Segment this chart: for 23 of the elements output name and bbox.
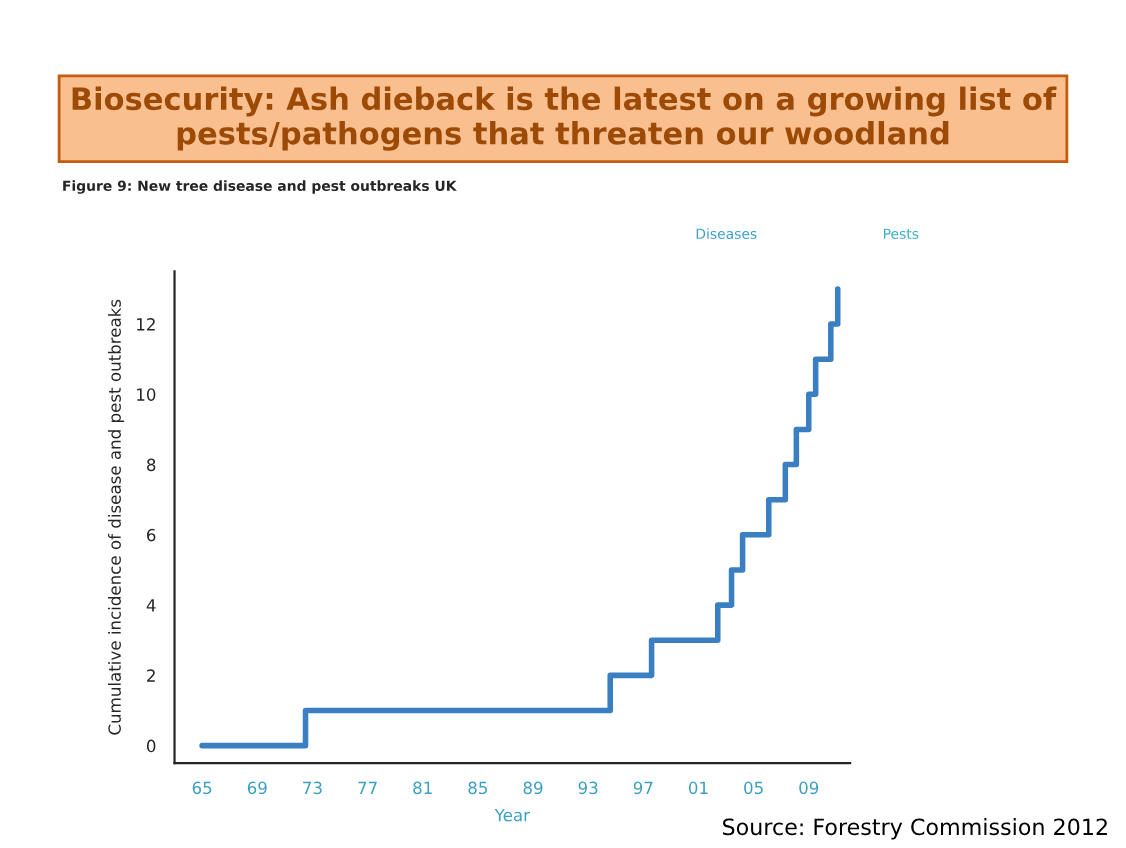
x-tick-label: 05 [744,781,763,795]
y-axis-title: Cumulative incidence of disease and pest outbreaks [108,299,125,735]
x-tick-label: 73 [303,781,322,795]
chart-title: Biosecurity: Ash dieback is the latest on a growing list of pests/pathogens that threaten our woodland [72,86,1057,151]
x-tick-label: 89 [523,781,543,795]
source-note: Source: Forestry Commission 2012 [722,818,1107,840]
x-tick-label: 77 [358,781,377,794]
x-tick-label: 65 [192,781,212,795]
y-tick-label: 8 [147,458,156,472]
x-tick-label: 97 [633,781,653,795]
y-tick-label: 6 [147,528,156,542]
y-tick-label: 2 [147,669,155,682]
y-tick-label: 10 [137,388,156,401]
x-axis-title: Year [494,809,530,822]
x-tick-label: 09 [799,781,819,795]
y-tick-label: 12 [137,318,155,331]
x-tick-label: 01 [688,781,708,795]
x-tick-label: 93 [578,781,598,795]
y-tick-label: 4 [146,599,156,612]
x-tick-label: 81 [413,781,432,795]
x-tick-label: 85 [468,781,488,795]
x-tick-label: 69 [247,781,267,795]
y-tick-label: 0 [146,739,156,753]
